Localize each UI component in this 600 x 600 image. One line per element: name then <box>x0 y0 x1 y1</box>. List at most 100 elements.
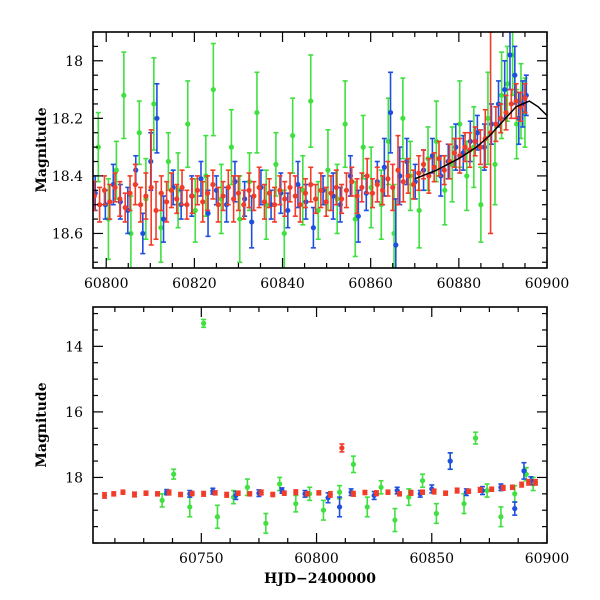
marker <box>272 202 278 208</box>
data-point-red <box>261 183 268 220</box>
marker <box>387 109 394 116</box>
marker <box>242 196 248 202</box>
data-point-red <box>258 489 264 496</box>
x-tick-label: 60820 <box>172 276 217 292</box>
y-tick-label: 14 <box>65 339 83 355</box>
data-point-red <box>316 490 322 496</box>
y-axis-title: Magnitude <box>34 107 50 192</box>
plot-area <box>93 32 547 268</box>
marker <box>220 193 226 199</box>
data-point-red <box>93 180 97 212</box>
marker <box>97 202 103 208</box>
marker <box>154 115 160 121</box>
marker <box>290 133 296 139</box>
top-panel: 60800 60820 60840 60860 60880 60900 18 18.2 18.4… <box>34 31 569 292</box>
marker <box>308 181 314 188</box>
data-point-red <box>132 163 138 206</box>
data-point-green <box>159 493 165 508</box>
data-point-red <box>292 175 298 217</box>
marker <box>374 181 380 188</box>
marker <box>122 204 128 211</box>
data-point-red <box>215 186 221 223</box>
marker <box>184 202 190 208</box>
marker <box>132 181 138 188</box>
x-tick-label: 60860 <box>348 276 393 292</box>
data-point-red <box>235 175 242 212</box>
data-point-red <box>177 491 184 498</box>
marker <box>342 121 348 127</box>
marker <box>128 230 134 237</box>
data-point-blue <box>521 461 527 480</box>
data-point-red <box>138 186 144 223</box>
marker <box>247 491 253 497</box>
data-point-red <box>101 175 108 206</box>
data-point-red <box>400 160 406 203</box>
data-point-red <box>328 175 334 212</box>
data-point-green <box>320 499 327 521</box>
marker <box>498 115 504 121</box>
data-point-red <box>247 491 253 497</box>
data-point-red <box>385 489 391 495</box>
data-point-red <box>277 175 283 206</box>
data-point-green <box>293 494 299 513</box>
marker <box>297 202 303 208</box>
marker <box>336 489 343 495</box>
marker <box>318 187 324 193</box>
marker <box>419 489 426 495</box>
data-point-red <box>308 166 314 203</box>
marker <box>215 202 221 208</box>
data-point-blue <box>512 501 518 516</box>
data-point-red <box>420 149 427 180</box>
marker <box>151 101 157 107</box>
marker <box>442 490 449 496</box>
marker <box>315 207 321 214</box>
marker <box>396 491 403 497</box>
marker <box>270 491 276 498</box>
marker <box>472 138 478 144</box>
marker <box>131 491 138 498</box>
marker <box>254 109 260 116</box>
data-point-green <box>400 77 406 160</box>
marker <box>426 173 432 179</box>
x-tick-label: 60800 <box>294 551 339 567</box>
data-point-green <box>350 455 357 474</box>
data-point-green <box>419 473 426 489</box>
marker <box>457 121 463 127</box>
data-point-red <box>416 154 422 192</box>
marker <box>171 471 177 477</box>
data-point-red <box>131 491 138 498</box>
marker <box>107 199 113 205</box>
data-point-green <box>263 169 269 241</box>
marker <box>256 184 262 191</box>
marker <box>521 468 527 474</box>
marker <box>258 489 264 496</box>
data-point-red <box>419 489 426 495</box>
data-point-red <box>107 183 113 220</box>
marker <box>304 491 310 497</box>
data-point-red <box>339 443 345 453</box>
series-red <box>101 443 539 499</box>
plot-frame <box>92 31 548 269</box>
data-point-green <box>342 80 348 169</box>
marker <box>205 190 211 196</box>
data-point-green <box>171 468 177 480</box>
marker <box>281 490 287 496</box>
marker <box>433 510 439 517</box>
marker <box>390 184 396 191</box>
marker <box>431 488 437 495</box>
marker <box>241 202 247 208</box>
data-point-red <box>143 172 149 220</box>
data-point-red <box>164 180 170 223</box>
data-point-blue <box>336 496 343 518</box>
marker <box>120 489 126 495</box>
y-axis-title: Magnitude <box>34 382 50 467</box>
data-point-red <box>184 189 190 220</box>
data-point-green <box>136 100 142 166</box>
y-tick-label: 18 <box>65 470 83 486</box>
data-point-red <box>489 486 495 493</box>
marker <box>500 485 506 491</box>
data-point-green <box>449 126 455 203</box>
marker <box>292 193 298 199</box>
data-point-green <box>165 131 171 192</box>
